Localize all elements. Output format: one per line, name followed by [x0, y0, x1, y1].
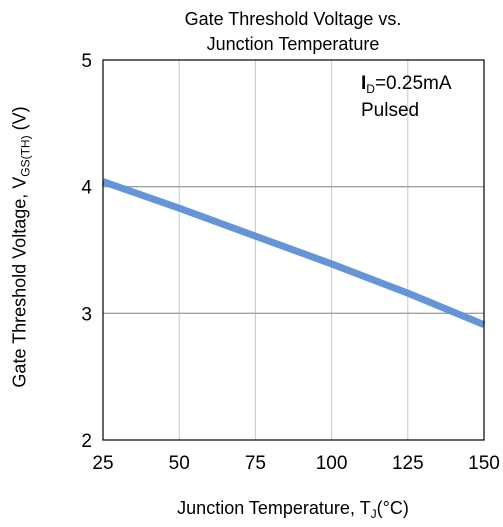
x-tick-label: 125	[392, 453, 424, 474]
tick-layer: 25 50 75 100 125 150 2 3 4 5	[81, 51, 499, 474]
current-subscript: D	[366, 82, 375, 96]
chart-title-line-2: Junction Temperature	[206, 34, 380, 54]
current-symbol: I	[361, 73, 367, 94]
test-mode: Pulsed	[361, 100, 420, 121]
x-axis-label-sub: J	[370, 507, 377, 521]
series-layer	[101, 178, 486, 328]
plot-frame	[102, 59, 485, 441]
test-condition: ID=0.25mA	[361, 72, 452, 97]
x-axis-label-main: Junction Temperature, T	[177, 498, 371, 518]
y-axis-label-unit: (V)	[9, 106, 30, 136]
grid-layer	[103, 60, 484, 440]
x-tick-label: 50	[169, 453, 190, 474]
vgs-threshold-curve	[101, 178, 486, 328]
x-tick-label: 100	[316, 453, 348, 474]
y-tick-label: 2	[81, 431, 92, 452]
x-axis-label: Junction Temperature, TJ(°C)	[103, 498, 483, 521]
x-tick-label: 25	[92, 453, 113, 474]
x-tick-label: 150	[468, 453, 500, 474]
y-axis-label: Gate Threshold Voltage, VGS(TH) (V)	[9, 106, 33, 388]
y-axis-label-area: Gate Threshold Voltage, VGS(TH) (V)	[0, 0, 40, 527]
y-axis-label-main: Gate Threshold Voltage, V	[9, 176, 30, 388]
y-axis-label-sub: GS(TH)	[18, 135, 33, 177]
x-tick-label: 75	[245, 453, 266, 474]
current-value: =0.25mA	[374, 73, 452, 94]
chart-title-line-1: Gate Threshold Voltage vs.	[184, 9, 402, 29]
y-tick-label: 4	[81, 178, 92, 199]
y-tick-label: 5	[81, 51, 92, 72]
x-axis-label-unit: (°C)	[376, 498, 409, 518]
y-tick-label: 3	[81, 304, 92, 325]
